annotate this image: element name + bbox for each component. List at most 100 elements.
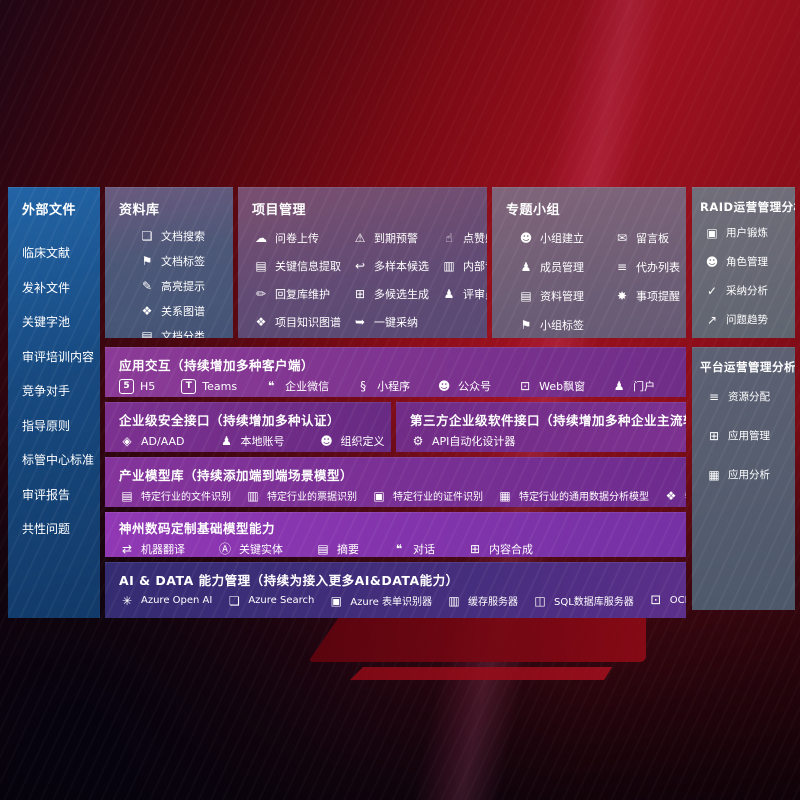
item-label: 缓存服务器 [468,597,518,608]
teams-icon: T [181,378,197,394]
diagram-item: ↗ 问题趋势 [704,312,795,327]
sidebar-item: 关键字池 [22,315,71,329]
form-recognizer-icon: ▣ [330,593,343,608]
diagram-item: ✓ 采纳分析 [704,283,795,298]
item-label: 点赞感谢 [463,232,487,245]
data-manage-icon: ▤ [520,289,532,303]
role-icon: ☻ [705,254,719,269]
item-label: 内部专家排名 [463,260,487,273]
item-label: 一键采纳 [374,316,418,329]
row-ai-data-management: AI & DATA 能力管理（持续为接入更多AI&DATA能力） ✳ Azure … [105,562,686,618]
app-grid-icon: ⊞ [708,428,720,443]
item-label: 角色管理 [726,256,768,268]
diagram-item: ♟ 成员管理 [518,259,614,275]
panel-project-management: 项目管理 ☁ 问卷上传 ⚠ 到期预警 ☝ 点赞感谢 ▤ 关键信息提取 ↩ 多样本候选 ▥ 内部专家排名… [238,187,487,338]
diagram-item: ▦ 特定行业的通用数据分析模型 [497,488,649,504]
ai-data-list: ✳ Azure Open AI ❏ Azure Search ▣ Azure 表单识别器 ▥… [105,592,686,609]
item-label: 回复库维护 [275,288,330,301]
multi-generate-icon: ⊞ [354,287,366,301]
one-click-adopt-icon: ➥ [354,315,366,329]
app-interaction-list: 5 H5 T Teams ❝ 企业微信 § 小程序 ☻ 公众号 ⊡ Web飘窗 ♟ 门户 ❝对话 [105,377,686,394]
portal-icon: ♟ [613,379,625,393]
item-label: 小组建立 [540,232,584,245]
item-label: H5 [140,379,156,393]
diagram-item: T Teams [181,378,237,394]
item-label: 多样本候选 [374,260,429,273]
item-label: 用户锻炼 [726,227,768,239]
item-label: 评审员画像 [463,288,487,301]
local-account-icon: ♟ [221,434,232,448]
panel-topic-groups: 专题小组 ☻ 小组建立 ✉ 留言板 ♟ 成员管理 ≡ 代办列表 ▤ 资料管理 ✸ 事项提醒 ⚑ 小组标签 [492,187,686,338]
api-designer-icon: ⚙ [412,434,424,448]
item-label: 关系图谱 [161,305,205,318]
diagram-item: ☝ 点赞感谢 [441,230,487,246]
item-label: 内容合成 [489,543,533,556]
h5-icon: 5 [119,378,134,394]
diagram-item: ▤ 特定行业的文件识别 [119,488,231,504]
member-manage-icon: ♟ [520,260,532,274]
diagram-item: ▦ 应用分析 [706,467,795,482]
item-label: Web飘窗 [539,380,586,393]
sql-server-icon: ◫ [534,593,546,608]
item-label: 文档分类 [161,330,205,338]
highlight-pen-icon: ✎ [141,279,153,293]
key-entity-icon: Ⓐ [218,542,231,556]
wechat-work-icon: ❝ [267,379,275,393]
diagram-item: ♟ 门户 [611,378,655,394]
diagram-item: ▤ 资料管理 [518,288,614,304]
content-compose-icon: ⊞ [469,542,481,556]
item-label: 小程序 [377,380,411,393]
knowledge-graph-model-icon: ❖ [665,488,677,503]
raid-analysis-list: ▣ 用户锻炼 ☻ 角色管理 ✓ 采纳分析 ↗ 问题趋势 [692,223,795,327]
item-label: Azure Open AI [141,595,213,606]
item-label: 问题趋势 [726,314,768,326]
panel-title: 项目管理 [252,203,307,218]
platform-analysis-list: ≡ 资源分配 ⊞ 应用管理 ▦ 应用分析 [692,385,795,482]
diagram-item: ▤ 文档分类 [139,328,233,338]
item-label: 事项提醒 [636,290,680,303]
diagram-item: 5 H5 [119,378,156,394]
panel-platform-analysis: 平台运营管理分析 ≡ 资源分配 ⊞ 应用管理 ▦ 应用分析 [692,347,795,610]
item-label: 小组标签 [540,319,584,332]
item-label: 对话 [413,543,435,556]
diagram-item: ▣ 特定行业的证件识别 [371,488,483,504]
diagram-item: ▥ 特定行业的票据识别 [245,488,357,504]
diagram-item: ☻ 角色管理 [704,254,795,269]
todo-list-icon: ≡ [616,260,628,274]
diagram-item: ⊞ 应用管理 [706,428,795,443]
sidebar-item: 审评培训内容 [22,349,95,364]
user-card-icon: ▣ [706,225,718,240]
panel-raid-analysis: RAID运营管理分析 ▣ 用户锻炼 ☻ 角色管理 ✓ 采纳分析 ↗ 问题趋势 [692,187,795,338]
diagram-item: ▤ 摘要 [315,541,359,557]
external-files-list: 临床文献 发补文件 关键字池 审评培训内容 竞争对手 指导原则 标管中心标准 审评报告 共性问题 [8,224,100,537]
item-label: Azure 表单识别器 [350,597,432,608]
diagram-item: ☁ 问卷上传 [253,230,352,246]
diagram-item: ☻ 公众号 [436,378,491,394]
row-title: 神州数码定制基础模型能力 [119,521,276,536]
item-label: 特定行业的通用知识图谱模型 [685,488,686,503]
diagram-item: ✎ 高亮提示 [139,278,233,294]
diagram-item: ☻ 组织定义 [319,433,385,449]
row-app-interaction: 应用交互（持续增加多种客户端） 5 H5 T Teams ❝ 企业微信 § 小程序 ☻ 公众号 ⊡ W… [105,347,686,397]
row-industry-models: 产业模型库（持续添加端到端场景模型） ▤ 特定行业的文件识别 ▥ 特定行业的票据识别 ▣… [105,457,686,507]
diagram-item: ❏ 文档搜索 [139,228,233,244]
item-label: 组织定义 [340,435,385,448]
diagram-item: ≡ 资源分配 [706,389,795,404]
key-info-icon: ▤ [255,259,267,273]
adopt-analysis-icon: ✓ [706,283,718,298]
diagram-item: Ⓐ 关键实体 [217,541,283,557]
item-label: 到期预警 [374,232,418,245]
row-base-models: 神州数码定制基础模型能力 ⇄ 机器翻译 Ⓐ 关键实体 ▤ 摘要 ❝ 对话 ⊞ 内容合成 [105,512,686,557]
diagram-item: ⊡ OCR [648,594,686,607]
knowledge-graph-icon: ❖ [255,315,267,329]
third-party-list: ⚙ API自动化设计器 [396,432,686,449]
diagram-item: ♟ 本地账号 [219,433,284,449]
expert-rank-icon: ▥ [443,259,455,273]
diagram-item: ✳ Azure Open AI [119,595,212,607]
diagram-item: ◫ SQL数据库服务器 [532,593,633,609]
row-title: 第三方企业级软件接口（持续增加多种企业主流软件接口） [410,413,686,428]
row-security-interface: 企业级安全接口（持续增加多种认证） ◈ AD/AAD ♟ 本地账号 ☻ 组织定义 [105,402,391,452]
row-title: 产业模型库（持续添加端到端场景模型） [119,468,354,483]
row-third-party-interface: 第三方企业级软件接口（持续增加多种企业主流软件接口） ⚙ API自动化设计器 [396,402,686,452]
